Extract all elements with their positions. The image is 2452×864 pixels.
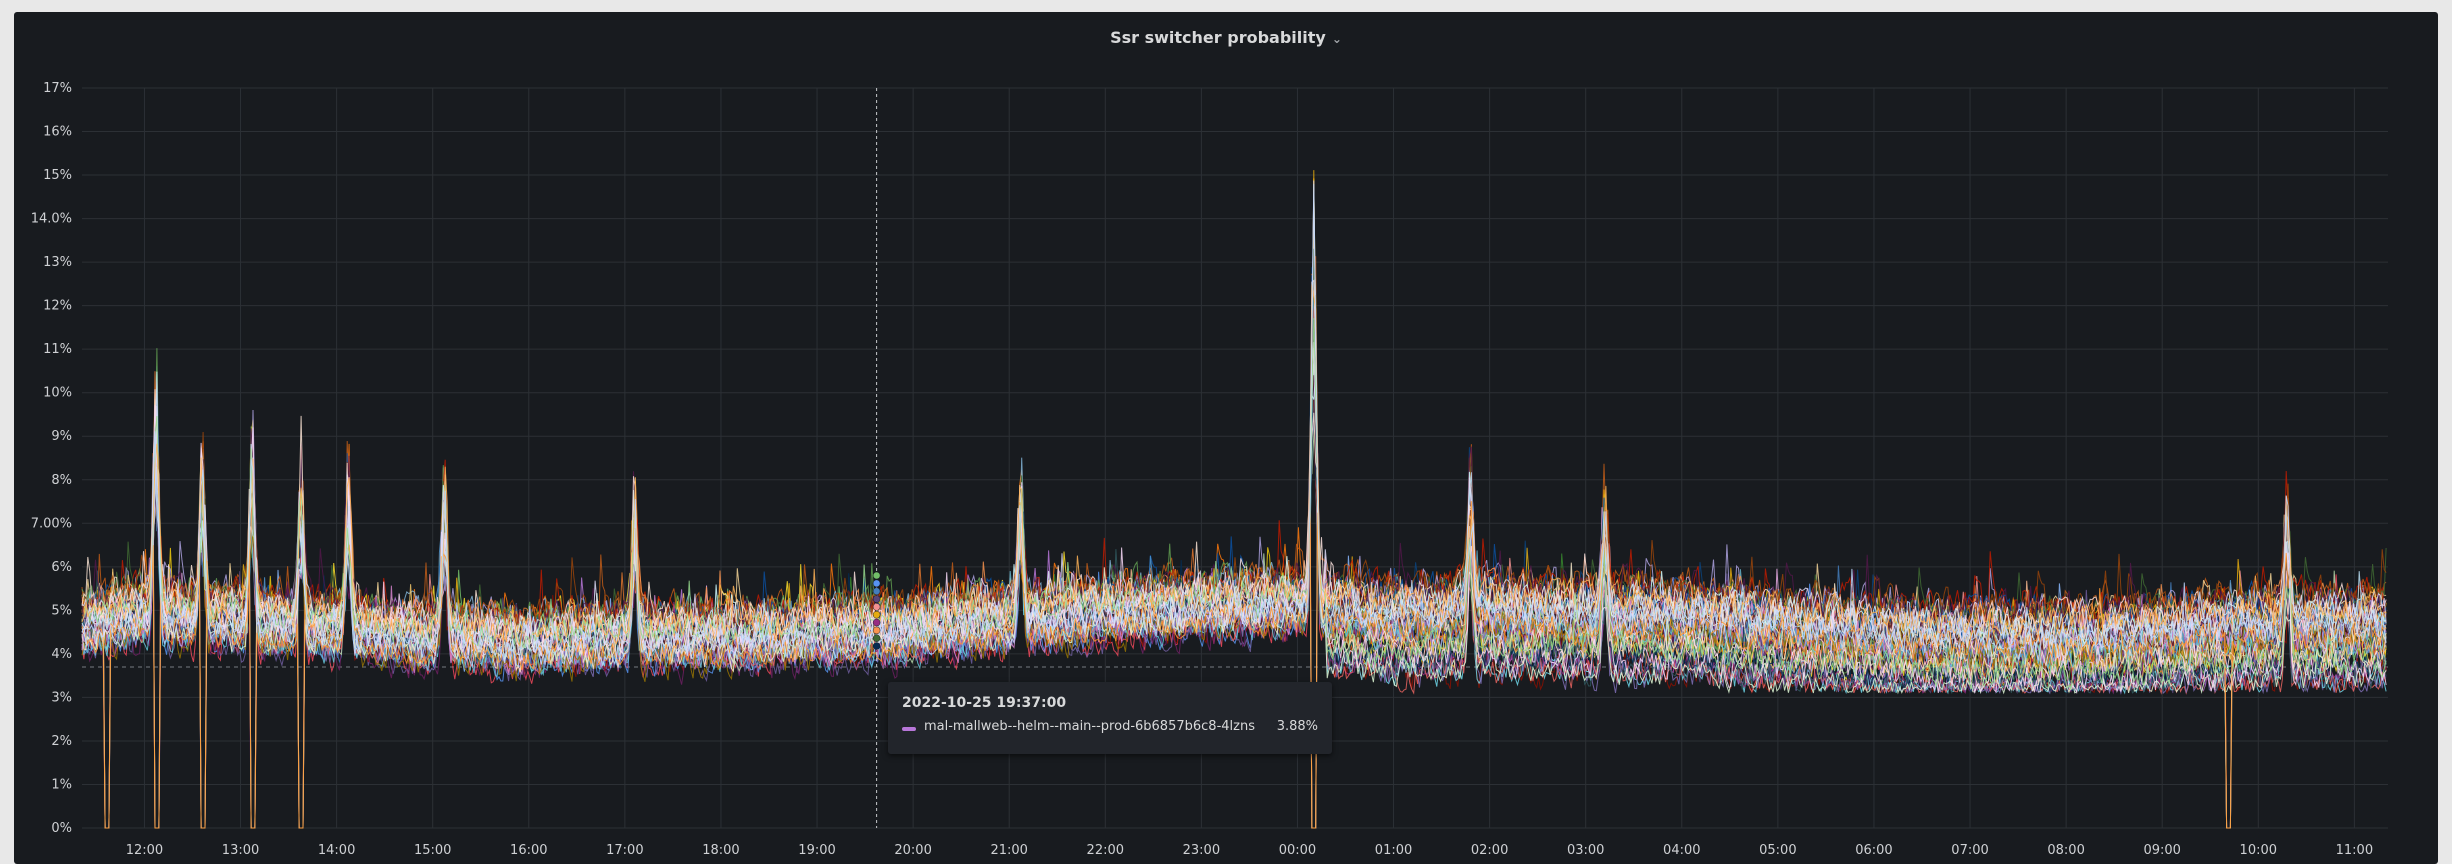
cursor-point bbox=[872, 587, 881, 595]
x-tick-label: 20:00 bbox=[894, 843, 931, 858]
y-tick-label: 3% bbox=[51, 690, 72, 705]
cursor-line bbox=[872, 88, 881, 828]
x-tick-label: 09:00 bbox=[2143, 843, 2180, 858]
y-tick-label: 4% bbox=[51, 647, 72, 662]
x-tick-label: 13:00 bbox=[222, 843, 259, 858]
panel-title-text: Ssr switcher probability bbox=[1110, 28, 1326, 47]
cursor-point bbox=[872, 595, 881, 603]
y-tick-label: 9% bbox=[51, 429, 72, 444]
cursor-point bbox=[872, 610, 881, 619]
series-line bbox=[81, 501, 2387, 829]
panel-title[interactable]: Ssr switcher probability ⌄ bbox=[14, 28, 2438, 47]
x-tick-label: 15:00 bbox=[414, 843, 451, 858]
x-tick-label: 06:00 bbox=[1855, 843, 1892, 858]
y-tick-label: 12% bbox=[43, 299, 72, 314]
y-tick-label: 13% bbox=[43, 255, 72, 270]
cursor-point bbox=[872, 579, 881, 588]
series-line bbox=[81, 284, 2387, 648]
tooltip-time: 2022-10-25 19:37:00 bbox=[902, 695, 1067, 711]
x-tick-label: 08:00 bbox=[2047, 843, 2084, 858]
y-tick-label: 7.00% bbox=[31, 516, 72, 531]
x-tick-label: 18:00 bbox=[702, 843, 739, 858]
x-tick-label: 11:00 bbox=[2336, 843, 2373, 858]
x-tick-label: 19:00 bbox=[798, 843, 835, 858]
x-tick-label: 23:00 bbox=[1183, 843, 1220, 858]
series-group bbox=[81, 170, 2387, 829]
cursor-point bbox=[872, 626, 881, 635]
y-tick-label: 16% bbox=[43, 125, 72, 140]
x-tick-label: 01:00 bbox=[1375, 843, 1412, 858]
y-tick-label: 17% bbox=[43, 81, 72, 96]
x-tick-label: 21:00 bbox=[990, 843, 1027, 858]
x-tick-label: 10:00 bbox=[2240, 843, 2277, 858]
x-tick-label: 05:00 bbox=[1759, 843, 1796, 858]
chart-grid bbox=[82, 87, 2388, 829]
y-tick-label: 0% bbox=[51, 821, 72, 836]
chart-panel: Ssr switcher probability ⌄ 0% 1% 2% 3% 4% 5% 6%… bbox=[14, 12, 2438, 864]
y-tick-label: 1% bbox=[51, 777, 72, 792]
y-tick-label: 2% bbox=[51, 734, 72, 749]
x-tick-label: 16:00 bbox=[510, 843, 547, 858]
y-tick-label: 5% bbox=[51, 603, 72, 618]
y-tick-label: 15% bbox=[43, 168, 72, 183]
cursor-point bbox=[872, 571, 881, 580]
y-tick-label: 6% bbox=[51, 560, 72, 575]
x-tick-label: 12:00 bbox=[126, 843, 163, 858]
tooltip-value: 3.88% bbox=[1276, 719, 1318, 734]
x-tick-label: 02:00 bbox=[1471, 843, 1508, 858]
x-tick-label: 14:00 bbox=[318, 843, 355, 858]
chevron-down-icon[interactable]: ⌄ bbox=[1331, 32, 1342, 46]
x-tick-label: 04:00 bbox=[1663, 843, 1700, 858]
y-axis: 0% 1% 2% 3% 4% 5% 6% 7.00% 8% 9% 10% 11% 12% 13% 14.0%… bbox=[31, 81, 72, 836]
x-tick-label: 17:00 bbox=[606, 843, 643, 858]
line-chart[interactable]: 0% 1% 2% 3% 4% 5% 6% 7.00% 8% 9% 10% 11% 12% 13% 14.0%… bbox=[14, 12, 2438, 864]
x-tick-label: 07:00 bbox=[1951, 843, 1988, 858]
x-tick-label: 03:00 bbox=[1567, 843, 1604, 858]
x-tick-label: 00:00 bbox=[1279, 843, 1316, 858]
cursor-point bbox=[872, 642, 881, 650]
cursor-point bbox=[872, 618, 881, 627]
series-line bbox=[81, 180, 2387, 657]
hover-tooltip: 2022-10-25 19:37:00 mal-mallweb--helm--m… bbox=[888, 682, 1332, 754]
y-tick-label: 10% bbox=[43, 386, 72, 401]
y-tick-label: 11% bbox=[43, 342, 72, 357]
series-line bbox=[81, 183, 2387, 669]
y-tick-label: 14.0% bbox=[31, 212, 72, 227]
tooltip-series-swatch bbox=[902, 727, 916, 731]
tooltip-series-name: mal-mallweb--helm--main--prod-6b6857b6c8… bbox=[924, 719, 1255, 734]
series-line bbox=[81, 318, 2387, 690]
y-tick-label: 8% bbox=[51, 473, 72, 488]
x-tick-label: 22:00 bbox=[1087, 843, 1124, 858]
cursor-point bbox=[872, 603, 881, 611]
cursor-point bbox=[872, 634, 881, 642]
x-axis: 12:00 13:00 14:00 15:00 16:00 17:00 18:00 19:00… bbox=[126, 843, 2373, 858]
